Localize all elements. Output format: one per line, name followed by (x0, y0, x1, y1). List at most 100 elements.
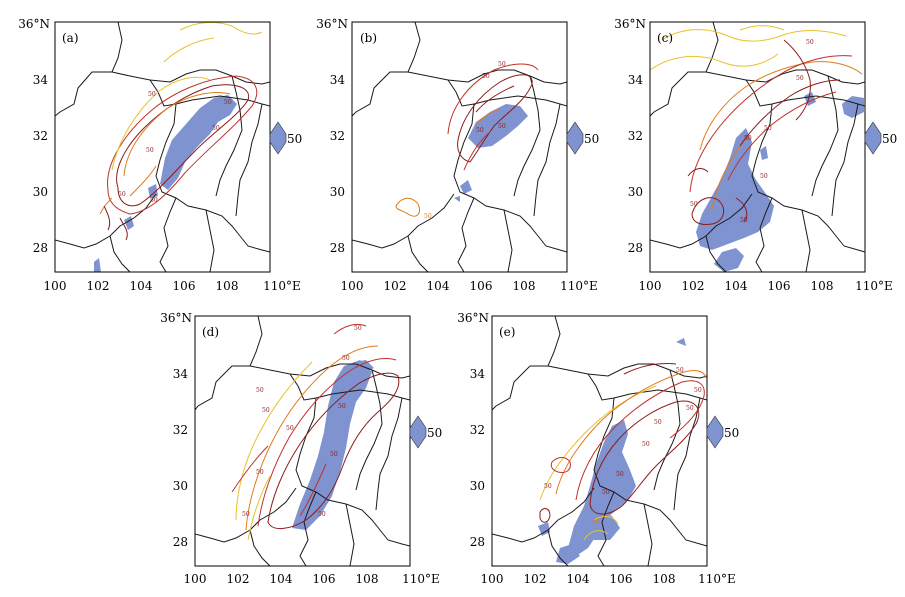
legend: 50 (864, 121, 897, 155)
contours (539, 363, 707, 541)
lon-tick-label: 106 (768, 279, 791, 293)
lon-tick-label: 104 (130, 279, 153, 293)
lon-tick-label: 104 (725, 279, 748, 293)
lat-axis: 28 30 32 34 36°N (614, 17, 646, 255)
lon-axis: 100 102 104 106 108 110°E (639, 279, 893, 293)
contour-label: 50 (424, 213, 432, 220)
lon-tick-label: 100 (481, 572, 504, 586)
lat-tick-label: 28 (330, 241, 345, 255)
shaded-region (454, 180, 472, 202)
lon-axis: 100 102 104 106 108 110°E (44, 279, 301, 293)
lat-axis: 28 30 32 34 36°N (160, 311, 192, 549)
legend-swatch (269, 121, 287, 155)
contour-label: 50 (642, 441, 650, 448)
lat-tick-label: 30 (470, 479, 485, 493)
contour-labels: 50 50 50 50 50 50 50 (690, 39, 814, 224)
contour-label: 50 (760, 173, 768, 180)
map-frame (194, 315, 411, 567)
panel-label: (c) (657, 31, 673, 45)
lon-tick-label: 108 (356, 572, 379, 586)
lon-tick-label: 102 (384, 279, 407, 293)
lon-tick-label: 106 (470, 279, 493, 293)
contour-label: 50 (616, 471, 624, 478)
shaded-region (292, 360, 372, 530)
lat-tick-label: 36°N (614, 17, 646, 31)
contour-label: 50 (476, 127, 484, 134)
contour-label: 50 (764, 125, 772, 132)
contour-label: 50 (498, 61, 506, 68)
contour-labels: 50 50 50 50 50 50 50 50 50 (544, 367, 702, 526)
lat-tick-label: 36°N (316, 17, 348, 31)
contour-label: 50 (498, 123, 506, 130)
lon-tick-label: 104 (270, 572, 293, 586)
panel-label: (d) (202, 325, 219, 339)
lat-tick-label: 30 (330, 185, 345, 199)
shaded-region (696, 128, 774, 250)
lat-tick-label: 34 (330, 73, 346, 87)
lat-tick-label: 30 (33, 185, 48, 199)
shaded-region (160, 95, 237, 190)
legend: 50 (409, 415, 442, 449)
lat-tick-label: 30 (628, 185, 643, 199)
contour-label: 50 (118, 191, 126, 198)
contour-label: 50 (796, 75, 804, 82)
contour-label: 50 (686, 405, 694, 412)
map-frame (351, 21, 568, 273)
legend: 50 (269, 121, 302, 155)
lon-tick-label: 110°E (698, 572, 736, 586)
contour-label: 50 (338, 403, 346, 410)
contours (99, 22, 263, 241)
lat-tick-label: 34 (173, 367, 189, 381)
panel-a: 50 50 50 50 50 50 (a) 100 102 104 106 10… (18, 17, 302, 293)
contour-label: 50 (676, 367, 684, 374)
lat-tick-label: 36°N (160, 311, 192, 325)
contours (231, 323, 400, 541)
panel-label: (a) (62, 31, 79, 45)
lon-tick-label: 106 (173, 279, 196, 293)
contour-labels: 50 50 50 50 50 (424, 61, 506, 220)
lon-tick-label: 110°E (855, 279, 893, 293)
lon-axis: 100 102 104 106 108 110°E (341, 279, 598, 293)
contour-label: 50 (286, 425, 294, 432)
contour-label: 50 (212, 125, 220, 132)
lat-tick-label: 28 (173, 535, 188, 549)
contours (395, 63, 539, 217)
contour-label: 50 (690, 201, 698, 208)
lon-axis: 100 102 104 106 108 110°E (184, 572, 440, 586)
legend-label: 50 (287, 132, 302, 146)
lat-tick-label: 36°N (457, 311, 489, 325)
legend-swatch (706, 415, 724, 449)
contour-label: 50 (256, 387, 264, 394)
lon-tick-label: 104 (427, 279, 450, 293)
contour-label: 50 (224, 99, 232, 106)
lon-tick-label: 108 (811, 279, 834, 293)
lon-tick-label: 108 (216, 279, 239, 293)
lat-tick-label: 34 (33, 73, 49, 87)
contour-label: 50 (592, 519, 600, 526)
contour-label: 50 (148, 91, 156, 98)
shaded-region (94, 184, 158, 272)
province-boundaries (352, 22, 567, 272)
lon-tick-label: 102 (524, 572, 547, 586)
legend: 50 (566, 121, 599, 155)
contour-label: 50 (342, 355, 350, 362)
contour-label: 50 (740, 217, 748, 224)
province-boundaries (650, 22, 865, 272)
panel-c: 50 50 50 50 50 50 50 (c) 100 102 104 106… (614, 17, 897, 293)
contour-label: 50 (806, 39, 814, 46)
legend-label: 50 (724, 426, 739, 440)
contour-label: 50 (318, 511, 326, 518)
contour-label: 50 (146, 147, 154, 154)
lat-tick-label: 32 (470, 423, 485, 437)
legend-label: 50 (584, 132, 599, 146)
map-frame (54, 21, 271, 273)
lat-tick-label: 28 (470, 535, 485, 549)
contour-label: 50 (262, 407, 270, 414)
contour-label: 50 (654, 419, 662, 426)
shaded-region (538, 338, 686, 564)
map-frame (491, 315, 708, 567)
shaded-region (344, 360, 374, 374)
lon-tick-label: 100 (44, 279, 67, 293)
lon-tick-label: 102 (682, 279, 705, 293)
